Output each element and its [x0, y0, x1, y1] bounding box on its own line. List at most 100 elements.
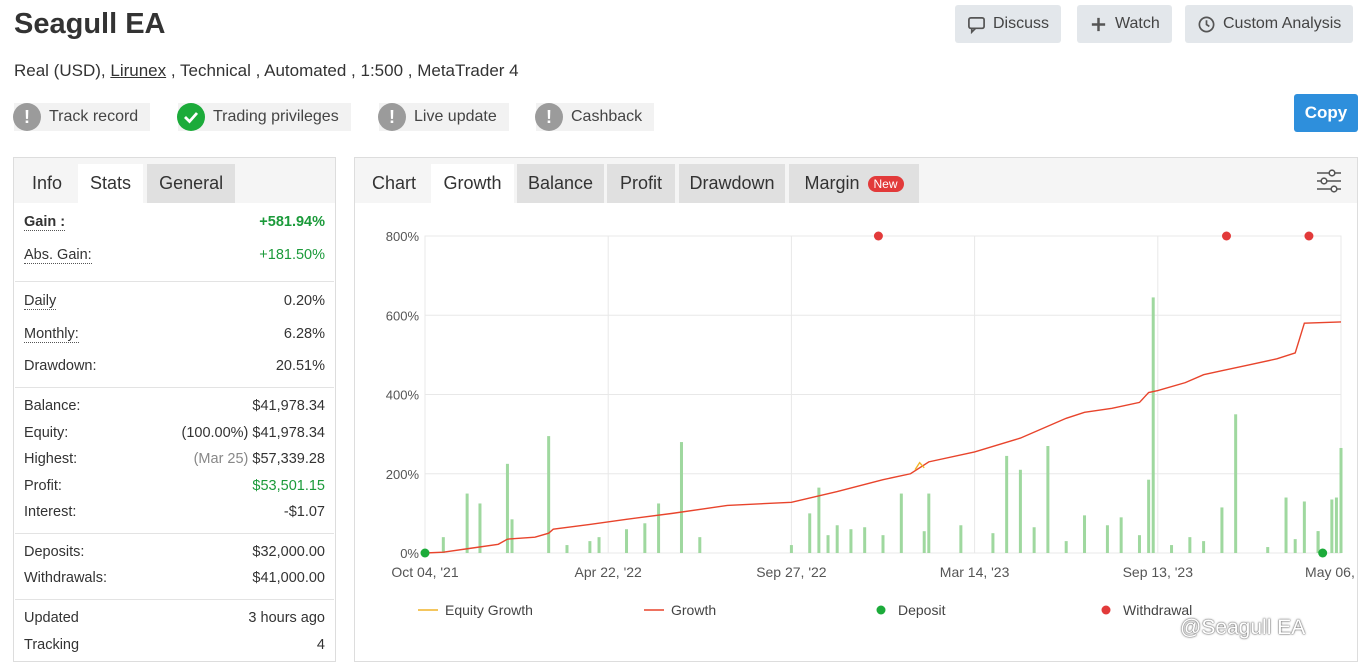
- chart-bar: [597, 537, 601, 553]
- x-tick-label: Apr 22, '22: [575, 564, 642, 580]
- y-tick-label: 0%: [400, 546, 419, 561]
- tab-stats[interactable]: Stats: [78, 164, 144, 203]
- stat-label[interactable]: Daily: [24, 293, 57, 310]
- chart-tabs: Chart Growth Balance Profit Drawdown Mar…: [355, 158, 1357, 203]
- tab-balance[interactable]: Balance: [517, 164, 604, 203]
- watermark: @Seagull EA: [1180, 616, 1306, 639]
- chart-bar: [1151, 297, 1155, 553]
- equity-percent: (100.00%): [181, 425, 249, 441]
- stat-daily: Daily 0.20%: [24, 293, 325, 310]
- chart-bar: [1119, 517, 1123, 553]
- chart-bar: [835, 525, 839, 553]
- badge-label: Trading privileges: [213, 108, 339, 125]
- stat-monthly: Monthly: 6.28%: [24, 326, 325, 343]
- highest-amount: $57,339.28: [252, 451, 325, 467]
- stat-label[interactable]: Monthly:: [24, 326, 79, 343]
- stat-label[interactable]: Gain :: [24, 214, 66, 231]
- stats-panel: Info Stats General Gain : +581.94% Abs. …: [13, 157, 336, 662]
- discuss-button[interactable]: Discuss: [955, 5, 1062, 43]
- chart-bar: [1005, 455, 1009, 553]
- broker-link[interactable]: Lirunex: [110, 61, 167, 80]
- stat-drawdown: Drawdown: 20.51%: [24, 358, 325, 374]
- tab-profit[interactable]: Profit: [607, 164, 675, 203]
- badge-label: Live update: [414, 108, 497, 125]
- chart-bar: [588, 541, 592, 553]
- stat-profit: Profit: $53,501.15: [24, 478, 325, 494]
- stat-label: Profit:: [24, 478, 62, 494]
- stat-label: Highest:: [24, 451, 78, 467]
- tab-margin-label: Margin: [804, 173, 860, 193]
- y-tick-label: 600%: [386, 308, 420, 323]
- chart-bar: [1302, 501, 1306, 553]
- stat-value: 20.51%: [275, 358, 325, 374]
- chart-bar: [643, 523, 647, 553]
- stat-value: 3 hours ago: [248, 610, 325, 626]
- chart-bar: [510, 519, 514, 553]
- chart-bar: [863, 527, 867, 553]
- chart-bar: [1234, 414, 1238, 553]
- badge-label: Cashback: [571, 108, 643, 125]
- tab-chart[interactable]: Chart: [371, 173, 416, 193]
- tab-growth[interactable]: Growth: [431, 164, 514, 203]
- badge-trading-privileges[interactable]: Trading privileges: [177, 103, 351, 131]
- stat-value: 4: [316, 637, 325, 653]
- y-tick-label: 400%: [386, 388, 420, 403]
- withdrawal-point: [1304, 231, 1314, 241]
- stat-highest: Highest: (Mar 25) $57,339.28: [24, 451, 325, 467]
- tab-general[interactable]: General: [147, 164, 236, 203]
- chart-bar: [927, 493, 931, 553]
- tab-margin[interactable]: Margin New: [789, 164, 919, 203]
- stat-value: -$1.07: [283, 504, 325, 520]
- warning-icon: !: [535, 103, 563, 131]
- legend-label: Equity Growth: [445, 602, 533, 618]
- chart-bar: [1018, 469, 1022, 553]
- chart-bar: [1064, 541, 1068, 553]
- stat-value: $41,978.34: [252, 398, 325, 414]
- stat-value: $32,000.00: [252, 544, 325, 560]
- divider: [15, 387, 334, 388]
- chart-bar: [1202, 541, 1206, 553]
- stat-abs-gain: Abs. Gain: +181.50%: [24, 247, 325, 264]
- badge-label: Track record: [49, 108, 139, 125]
- deposit-point: [420, 548, 430, 558]
- equity-series-line: [914, 461, 925, 471]
- chart-bar: [1220, 507, 1224, 553]
- watch-button[interactable]: Watch: [1077, 5, 1172, 43]
- stat-label: Withdrawals:: [24, 570, 107, 586]
- stat-value: $53,501.15: [252, 478, 325, 494]
- stat-gain: Gain : +581.94%: [24, 214, 325, 231]
- chart-bar: [1032, 527, 1036, 553]
- x-tick-label: May 06, '24: [1305, 564, 1357, 580]
- stat-label: Deposits:: [24, 544, 85, 560]
- tab-drawdown[interactable]: Drawdown: [679, 164, 785, 203]
- chart-bar: [1266, 547, 1270, 553]
- chart-bar: [1284, 497, 1288, 553]
- badge-track-record[interactable]: ! Track record: [13, 103, 151, 131]
- chart-bar: [899, 493, 903, 553]
- withdrawal-point: [1222, 231, 1231, 241]
- stat-equity: Equity: (100.00%) $41,978.34: [24, 425, 325, 441]
- badge-live-update[interactable]: ! Live update: [378, 103, 509, 131]
- new-badge: New: [867, 175, 904, 192]
- discuss-label: Discuss: [993, 15, 1050, 32]
- stat-value: +181.50%: [259, 247, 325, 263]
- badge-cashback[interactable]: ! Cashback: [535, 103, 655, 131]
- chart-bar: [1170, 545, 1174, 553]
- stat-balance: Balance: $41,978.34: [24, 398, 325, 414]
- stat-label[interactable]: Abs. Gain:: [24, 247, 92, 264]
- settings-sliders-icon[interactable]: [1315, 169, 1343, 193]
- chart-bar: [922, 531, 926, 553]
- copy-button[interactable]: Copy: [1294, 94, 1358, 132]
- stat-tracking: Tracking 4: [24, 637, 325, 653]
- stat-label: Balance:: [24, 398, 81, 414]
- stat-interest: Interest: -$1.07: [24, 504, 325, 520]
- chart-bar: [698, 537, 702, 553]
- tab-info[interactable]: Info: [32, 173, 63, 193]
- x-tick-label: Sep 13, '23: [1123, 564, 1194, 580]
- custom-analysis-button[interactable]: Custom Analysis: [1185, 5, 1354, 43]
- page-title: Seagull EA: [14, 8, 166, 40]
- stat-value: +581.94%: [259, 214, 325, 230]
- watch-label: Watch: [1115, 15, 1160, 32]
- chart-bar: [808, 513, 812, 553]
- chart-bar: [441, 537, 445, 553]
